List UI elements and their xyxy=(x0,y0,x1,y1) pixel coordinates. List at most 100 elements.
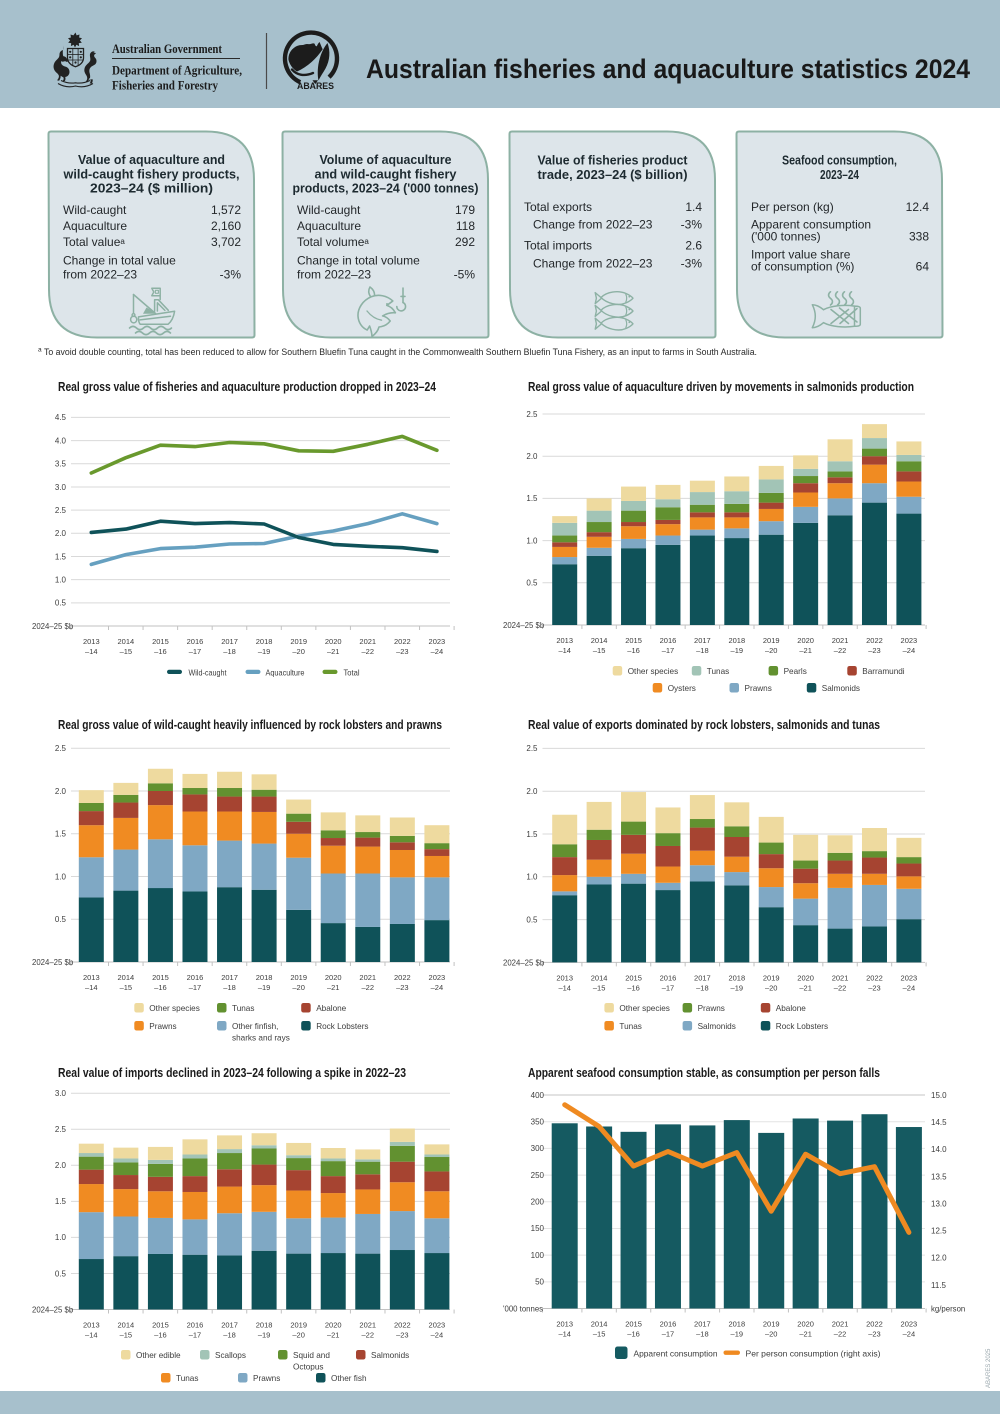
svg-text:Abalone: Abalone xyxy=(316,1004,346,1013)
svg-text:4.0: 4.0 xyxy=(55,436,67,445)
svg-text:2014: 2014 xyxy=(118,1321,135,1330)
svg-text:1.0: 1.0 xyxy=(55,1233,67,1242)
svg-text:2021: 2021 xyxy=(359,973,376,982)
svg-text:2024–25 $b: 2024–25 $b xyxy=(503,621,545,630)
svg-text:2018: 2018 xyxy=(728,636,745,645)
svg-text:300: 300 xyxy=(531,1144,545,1153)
svg-text:2015: 2015 xyxy=(625,974,642,983)
svg-text:Import value share: Import value share xyxy=(751,248,851,262)
svg-text:Aquaculture: Aquaculture xyxy=(266,669,305,678)
svg-text:Oysters: Oysters xyxy=(668,684,696,693)
svg-text:Real value of imports declined: Real value of imports declined in 2023–2… xyxy=(58,1066,406,1080)
svg-text:–20: –20 xyxy=(292,983,305,992)
svg-text:2016: 2016 xyxy=(660,1320,677,1329)
svg-text:2017: 2017 xyxy=(221,973,238,982)
svg-text:2023: 2023 xyxy=(901,1320,918,1329)
svg-text:–21: –21 xyxy=(799,646,812,655)
svg-text:2016: 2016 xyxy=(187,637,204,646)
svg-text:Prawns: Prawns xyxy=(745,684,772,693)
svg-text:–23: –23 xyxy=(396,1330,409,1339)
svg-text:Apparent consumption: Apparent consumption xyxy=(751,218,871,232)
svg-text:2.0: 2.0 xyxy=(55,787,67,796)
svg-text:–17: –17 xyxy=(662,646,675,655)
svg-text:–15: –15 xyxy=(593,983,606,992)
svg-text:2014: 2014 xyxy=(591,974,608,983)
svg-text:Other species: Other species xyxy=(149,1004,200,1013)
svg-text:2015: 2015 xyxy=(152,973,169,982)
svg-text:0.5: 0.5 xyxy=(55,599,67,608)
svg-text:Total valuea: Total valuea xyxy=(63,235,125,249)
svg-text:kg/person: kg/person xyxy=(931,1305,965,1314)
svg-text:2020: 2020 xyxy=(325,637,342,646)
svg-text:2022: 2022 xyxy=(394,637,411,646)
svg-text:1.5: 1.5 xyxy=(55,830,67,839)
svg-text:–22: –22 xyxy=(362,983,375,992)
svg-text:2014: 2014 xyxy=(118,637,135,646)
svg-text:64: 64 xyxy=(916,260,930,274)
svg-text:2023: 2023 xyxy=(429,1321,446,1330)
svg-text:350: 350 xyxy=(531,1117,545,1126)
svg-text:2016: 2016 xyxy=(660,974,677,983)
svg-text:Squid and: Squid and xyxy=(293,1351,330,1360)
svg-text:2023: 2023 xyxy=(429,973,446,982)
svg-text:4.5: 4.5 xyxy=(55,413,67,422)
svg-text:–21: –21 xyxy=(799,983,812,992)
svg-text:–19: –19 xyxy=(731,1329,744,1338)
svg-text:–17: –17 xyxy=(662,1329,675,1338)
svg-text:2022: 2022 xyxy=(394,1321,411,1330)
svg-text:292: 292 xyxy=(455,235,475,249)
svg-text:–21: –21 xyxy=(327,647,340,656)
svg-text:Total: Total xyxy=(344,669,360,678)
svg-text:–17: –17 xyxy=(189,1330,202,1339)
svg-text:Australian Government: Australian Government xyxy=(112,42,223,56)
svg-text:0.5: 0.5 xyxy=(55,1269,67,1278)
svg-text:–21: –21 xyxy=(327,1330,340,1339)
svg-text:2014: 2014 xyxy=(118,973,135,982)
svg-text:–18: –18 xyxy=(223,647,236,656)
svg-text:2.0: 2.0 xyxy=(55,529,67,538)
svg-text:2016: 2016 xyxy=(660,636,677,645)
svg-text:2015: 2015 xyxy=(625,636,642,645)
svg-text:–14: –14 xyxy=(558,1329,571,1338)
svg-text:wild-caught fishery products,: wild-caught fishery products, xyxy=(63,166,240,181)
svg-text:2021: 2021 xyxy=(359,1321,376,1330)
svg-text:2019: 2019 xyxy=(290,1321,307,1330)
svg-text:–16: –16 xyxy=(154,647,167,656)
svg-text:0.5: 0.5 xyxy=(55,915,67,924)
svg-text:–16: –16 xyxy=(154,1330,167,1339)
svg-text:–19: –19 xyxy=(731,983,744,992)
svg-text:Barramundi: Barramundi xyxy=(862,667,905,676)
svg-text:–16: –16 xyxy=(154,983,167,992)
svg-text:2.5: 2.5 xyxy=(526,410,538,419)
svg-text:400: 400 xyxy=(531,1091,545,1100)
svg-text:2013: 2013 xyxy=(556,1320,573,1329)
svg-text:Tunas: Tunas xyxy=(176,1374,198,1383)
svg-text:2020: 2020 xyxy=(797,636,814,645)
svg-text:Salmonids: Salmonids xyxy=(822,684,860,693)
svg-text:–23: –23 xyxy=(396,647,409,656)
svg-text:100: 100 xyxy=(531,1251,545,1260)
svg-text:–22: –22 xyxy=(834,646,847,655)
svg-text:13.5: 13.5 xyxy=(931,1172,947,1181)
svg-text:2017: 2017 xyxy=(221,1321,238,1330)
svg-text:–21: –21 xyxy=(327,983,340,992)
svg-text:2019: 2019 xyxy=(763,636,780,645)
svg-text:Total volumea: Total volumea xyxy=(297,235,369,249)
svg-text:0.5: 0.5 xyxy=(526,915,538,924)
svg-text:from 2022–23: from 2022–23 xyxy=(63,268,137,282)
svg-text:2018: 2018 xyxy=(256,973,273,982)
svg-text:2024–25 $b: 2024–25 $b xyxy=(503,958,545,967)
svg-text:1.5: 1.5 xyxy=(55,552,67,561)
svg-text:–20: –20 xyxy=(765,983,778,992)
svg-text:–19: –19 xyxy=(258,647,271,656)
svg-text:2018: 2018 xyxy=(256,1321,273,1330)
svg-text:–21: –21 xyxy=(799,1329,812,1338)
svg-text:–19: –19 xyxy=(731,646,744,655)
svg-text:2022: 2022 xyxy=(866,636,883,645)
svg-text:11.5: 11.5 xyxy=(931,1281,947,1290)
svg-text:'000 tonnes: '000 tonnes xyxy=(503,1305,543,1314)
svg-text:–24: –24 xyxy=(903,646,916,655)
svg-text:–15: –15 xyxy=(120,647,133,656)
svg-text:–22: –22 xyxy=(834,1329,847,1338)
svg-text:('000 tonnes): ('000 tonnes) xyxy=(751,230,821,244)
